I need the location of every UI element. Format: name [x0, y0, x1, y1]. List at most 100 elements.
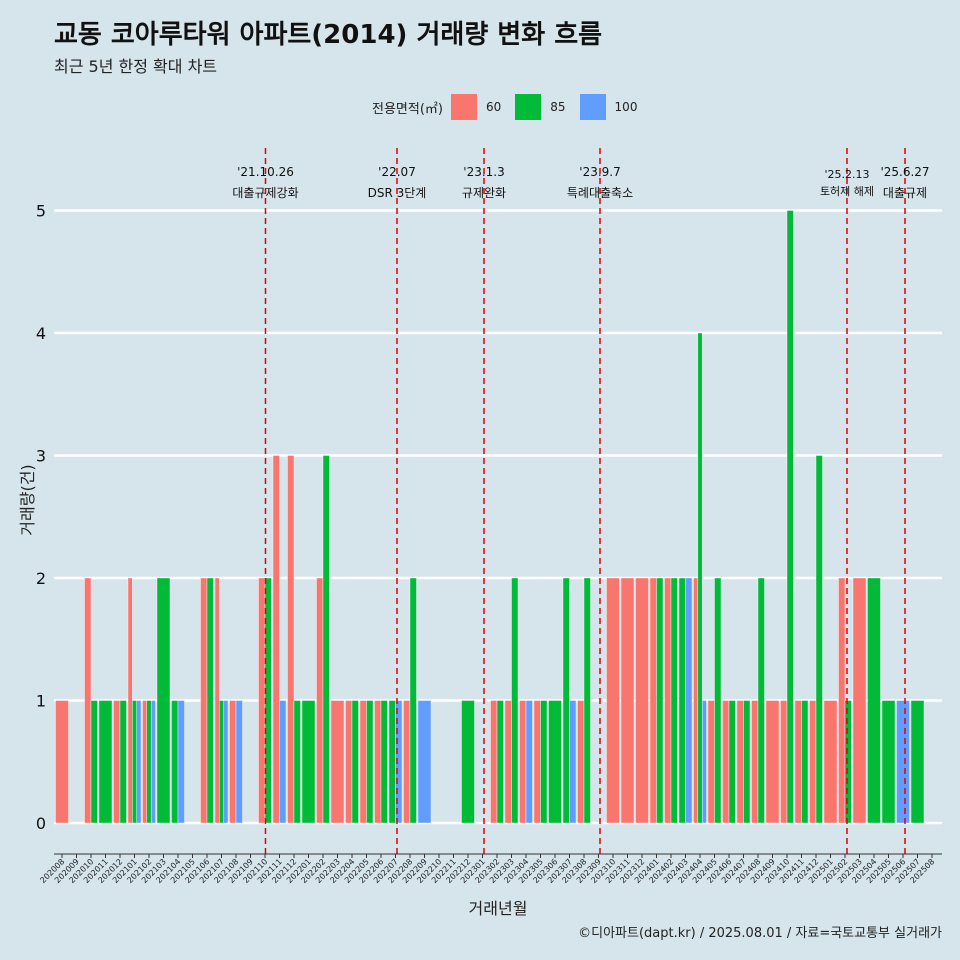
bar-85-202305: [540, 700, 548, 824]
event-date: '21.10.26: [237, 165, 294, 179]
event-label: 대출규제강화: [232, 186, 298, 200]
bar-85-202404: [697, 332, 703, 824]
bar-60-202203: [330, 700, 345, 824]
bar-60-202012: [113, 700, 121, 824]
bar-85-202206: [380, 700, 388, 824]
event-date: '23.1.3: [463, 165, 504, 179]
bar-60-202405: [707, 700, 715, 824]
bar-100-202404: [701, 700, 707, 824]
legend-label-100: 100: [614, 100, 638, 114]
legend-label-60: 60: [485, 100, 502, 114]
bar-100-202307: [569, 700, 577, 824]
bar-60-202205: [359, 700, 367, 824]
source-caption: ©디아파트(dapt.kr) / 2025.08.01 / 자료=국토교통부 실…: [578, 926, 942, 941]
bar-85-202507: [910, 700, 925, 824]
y-tick-label: 5: [36, 202, 46, 221]
bar-85-202406: [728, 700, 736, 824]
bar-85-202104: [171, 700, 179, 824]
event-date: '25.6.27: [880, 165, 929, 179]
bar-60-202008: [55, 700, 69, 824]
bar-85-202101: [132, 700, 137, 824]
bar-85-202103: [156, 577, 171, 824]
bar-85-202504: [867, 577, 881, 824]
bar-60-202411: [794, 700, 802, 824]
legend-swatch-85: [515, 94, 542, 120]
bar-85-202408: [757, 577, 765, 824]
bar-85-202011: [98, 700, 113, 824]
bar-85-202205: [366, 700, 374, 824]
bar-85-202402: [670, 577, 678, 824]
bar-85-202102: [146, 700, 152, 824]
chart-subtitle: 최근 5년 한정 확대 차트: [54, 57, 218, 76]
bar-100-202403: [685, 577, 693, 824]
bar-60-202502: [838, 577, 846, 824]
y-axis-title: 거래량(건): [18, 464, 37, 535]
bar-60-202408: [751, 700, 759, 824]
bar-100-202107: [223, 700, 229, 824]
bar-60-202409: [765, 700, 780, 824]
bar-85-202302: [496, 700, 504, 824]
bar-85-202306: [548, 700, 562, 824]
bar-60-202208: [403, 700, 411, 824]
bar-85-202208: [409, 577, 417, 824]
bar-60-202102: [142, 700, 148, 824]
bar-60-202311: [620, 577, 635, 824]
bar-85-202204: [351, 700, 359, 824]
bar-85-202212: [461, 700, 475, 824]
bar-60-202202: [316, 577, 324, 824]
bar-60-202112: [287, 455, 295, 824]
bar-85-202401: [656, 577, 664, 824]
chart-title: 교동 코아루타워 아파트(2014) 거래량 변화 흐름: [54, 20, 603, 50]
bar-60-202402: [664, 577, 672, 824]
event-label: DSR 3단계: [368, 186, 427, 200]
bar-85-202202: [322, 455, 330, 824]
y-tick-label: 4: [36, 324, 46, 343]
bar-60-202110: [258, 577, 266, 824]
bar-100-202304: [525, 700, 533, 824]
event-date: '22.07: [378, 165, 416, 179]
bar-85-202411: [801, 700, 809, 824]
bar-85-202403: [678, 577, 686, 824]
bar-60-202310: [606, 577, 620, 824]
bar-60-202312: [635, 577, 649, 824]
bar-60-202107: [214, 577, 220, 824]
legend-label-85: 85: [550, 100, 566, 114]
bar-85-202201: [301, 700, 316, 824]
bar-60-202412: [809, 700, 817, 824]
event-label: 대출규제: [883, 186, 927, 200]
event-label: 토허제 해제: [820, 184, 874, 198]
bar-60-202108: [229, 700, 237, 824]
bar-85-202410: [786, 210, 794, 824]
bar-100-202101: [136, 700, 142, 824]
event-date: '25.2.13: [824, 168, 869, 181]
bar-85-202405: [714, 577, 722, 824]
bar-60-202010: [84, 577, 92, 824]
bar-85-202112: [293, 700, 301, 824]
bar-60-202406: [722, 700, 730, 824]
bar-60-202303: [504, 700, 512, 824]
bar-85-202012: [119, 700, 127, 824]
bar-85-202207: [388, 700, 396, 824]
y-tick-label: 1: [36, 692, 46, 711]
bar-60-202407: [736, 700, 744, 824]
bar-60-202410: [780, 700, 788, 824]
legend-item-100: 100: [579, 94, 644, 120]
bar-85-202412: [815, 455, 823, 824]
bar-100-202102: [150, 700, 156, 824]
bar-85-202010: [90, 700, 98, 824]
legend-item-60: 60: [450, 94, 507, 120]
y-tick-label: 3: [36, 447, 46, 466]
legend-item-85: 85: [515, 94, 571, 120]
bar-60-202308: [577, 700, 585, 824]
event-date: '23.9.7: [579, 165, 620, 179]
event-label: 규제완화: [462, 186, 506, 200]
legend: 전용면적(㎡) 60 85 100: [372, 93, 651, 121]
bars: [55, 210, 925, 824]
event-markers: '21.10.26 대출규제강화 '22.07 DSR 3단계 '23.1.3 규제완화 '…: [232, 148, 930, 854]
bar-60-202106: [200, 577, 208, 824]
bar-60-202302: [490, 700, 498, 824]
legend-title: 전용면적(㎡): [372, 101, 443, 117]
bar-100-202207: [395, 700, 403, 824]
bar-60-202503: [852, 577, 867, 824]
bar-85-202307: [562, 577, 570, 824]
